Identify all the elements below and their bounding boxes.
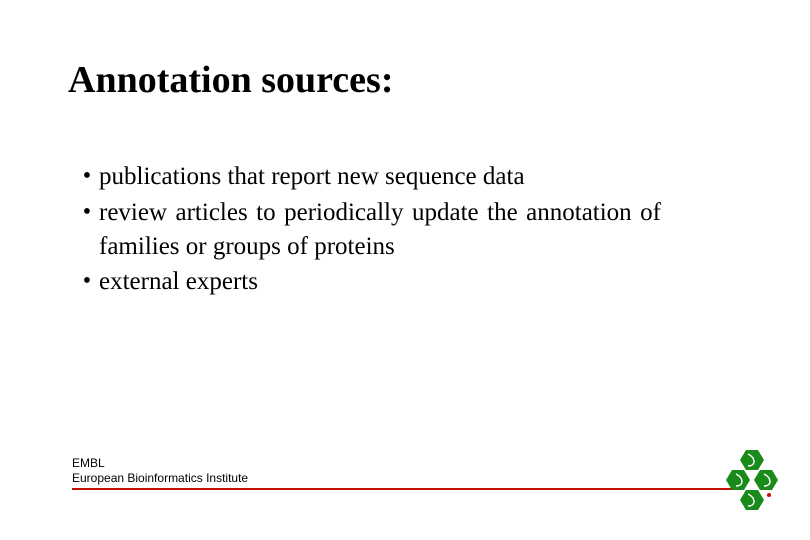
list-item: • external experts [75,265,661,299]
slide: Annotation sources: • publications that … [0,0,810,540]
footer-text: EMBL European Bioinformatics Institute [72,456,738,486]
footer-rule [72,488,740,490]
footer-org-full: European Bioinformatics Institute [72,471,738,486]
list-item: • review articles to periodically update… [75,196,661,264]
ebi-logo-icon [726,448,782,510]
bullet-icon: • [75,265,99,297]
bullet-list: • publications that report new sequence … [75,160,661,301]
bullet-text: publications that report new sequence da… [99,160,661,194]
footer-org-short: EMBL [72,456,738,471]
bullet-text: review articles to periodically update t… [99,196,661,264]
list-item: • publications that report new sequence … [75,160,661,194]
bullet-icon: • [75,160,99,192]
slide-title: Annotation sources: [68,58,394,102]
bullet-text: external experts [99,265,661,299]
slide-footer: EMBL European Bioinformatics Institute [72,456,738,490]
bullet-icon: • [75,196,99,228]
